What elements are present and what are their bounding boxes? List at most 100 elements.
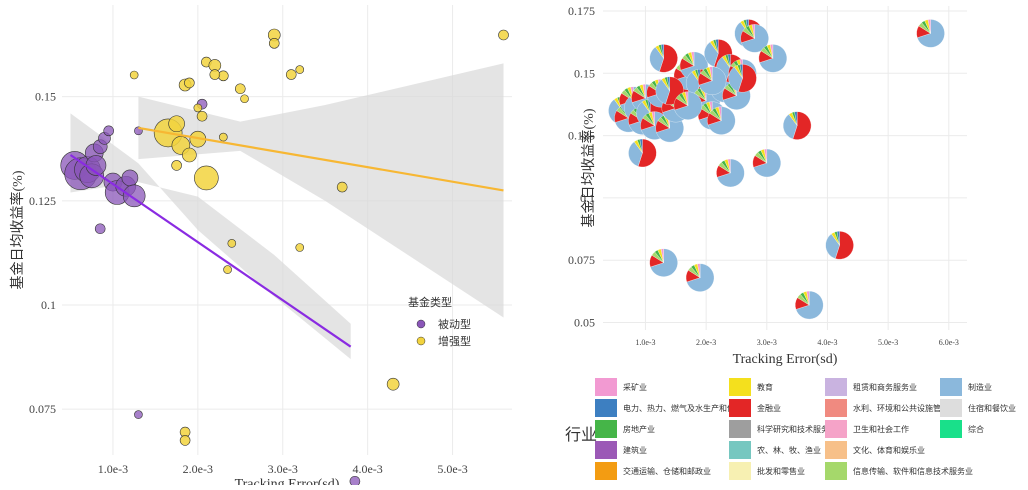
legend-label: 金融业 (757, 403, 781, 413)
legend-label: 交通运输、仓储和邮政业 (623, 466, 711, 476)
pie-slice (836, 231, 840, 246)
pie-slice (716, 158, 745, 188)
legend-key (825, 420, 847, 438)
x-tick-label: 5.0e-3 (437, 462, 467, 476)
x-tick-label: 4.0e-3 (817, 338, 837, 347)
legend-label: 批发和零售业 (757, 466, 805, 476)
pie-marker (752, 148, 781, 178)
enhanced-point (193, 103, 203, 113)
legend-key (825, 462, 847, 480)
pie-slice (753, 148, 781, 178)
x-tick-label: 2.0e-3 (183, 462, 213, 476)
y-tick-label: 0.075 (29, 402, 56, 416)
y-tick-label: 0.15 (574, 66, 595, 80)
enhanced-point (285, 69, 297, 80)
pie-slice (655, 79, 670, 105)
enhanced-point (240, 94, 249, 104)
pie-slice (691, 51, 695, 66)
pie-marker (707, 106, 736, 135)
enhanced-point (227, 239, 237, 248)
legend-label: 卫生和社会工作 (853, 424, 909, 434)
pie-marker (649, 248, 678, 277)
legend-key (416, 319, 426, 329)
pie-slice (835, 231, 854, 260)
legend-label: 增强型 (438, 334, 471, 348)
pie-slice (825, 233, 840, 259)
legend-title: 行业 (565, 426, 597, 444)
y-tick-label: 0.075 (568, 253, 595, 267)
legend-key (595, 420, 617, 438)
legend-label: 电力、热力、燃气及水生产和供应业 (623, 403, 751, 413)
pie-marker (795, 290, 824, 320)
legend-label: 农、林、牧、渔业 (757, 445, 821, 455)
left-scatter-svg: 0.075 0.1 0.125 0.15 1.0e-3 2.0e-3 3.0e-3 4.0e-… (9, 5, 512, 490)
pie-slice (718, 106, 722, 121)
enhanced-confidence-band (138, 63, 504, 318)
passive-fit-line (69, 154, 352, 348)
legend-label: 综合 (968, 424, 984, 434)
legend-key (729, 378, 751, 396)
pie-marker (628, 138, 657, 168)
pie-slice (660, 248, 664, 263)
pie-marker (698, 66, 727, 95)
y-axis-title: 基金日均收益率(%) (9, 170, 26, 289)
y-tick-label: 0.15 (35, 90, 56, 104)
pie-marker (740, 24, 769, 53)
enhanced-point (196, 110, 208, 122)
x-axis-title: Tracking Error(sd) (733, 352, 838, 367)
legend-label: 房地产业 (623, 424, 655, 434)
pie-slice (727, 158, 731, 174)
y-tick-label: 0.1 (580, 191, 595, 205)
pie-slice (666, 76, 670, 91)
pie-marker (783, 111, 812, 140)
legend-key (825, 441, 847, 459)
enhanced-point (223, 265, 232, 274)
enhanced-fit-line (138, 126, 504, 192)
pie-slice (639, 138, 643, 154)
enhanced-point (219, 132, 228, 142)
y-tick-label: 0.125 (29, 194, 56, 208)
y-tick-label: 0.175 (568, 4, 595, 18)
enhanced-point (182, 147, 197, 163)
enhanced-point (209, 69, 221, 80)
passive-point (121, 169, 139, 187)
x-tick-label: 6.0e-3 (939, 338, 959, 347)
right-pie-scatter-svg: 0.05 0.075 0.1 0.125 0.15 0.175 1.0e-3 2.0e-3 3.… (565, 4, 1016, 480)
legend-label: 建筑业 (623, 445, 647, 455)
pie-slice (738, 64, 757, 93)
legend-key (940, 378, 962, 396)
legend-key (729, 462, 751, 480)
legend-key (595, 378, 617, 396)
pie-slice (698, 66, 727, 95)
legend-key (595, 399, 617, 417)
legend-label: 教育 (757, 382, 773, 392)
legend-label: 科学研究和技术服务业 (757, 424, 837, 434)
enhanced-point (168, 115, 185, 133)
pie-slice (642, 84, 646, 99)
pie-slice (637, 138, 657, 168)
enhanced-point (498, 29, 509, 41)
pie-slice (727, 54, 731, 69)
enhanced-point (194, 165, 219, 191)
y-axis-title: 基金日均收益率(%) (580, 108, 597, 227)
pie-slice (685, 91, 689, 106)
pie-slice (651, 111, 655, 126)
legend-key (729, 441, 751, 459)
pie-slice (704, 41, 719, 67)
legend-key (940, 420, 962, 438)
pie-slice (697, 263, 701, 278)
pie-slice (927, 19, 931, 34)
legend-key (825, 378, 847, 396)
passive-point (349, 475, 361, 487)
enhanced-point (295, 65, 305, 74)
passive-point (103, 125, 114, 137)
enhanced-point (179, 435, 191, 446)
pie-slice (739, 64, 743, 79)
right-chart: 0.05 0.075 0.1 0.125 0.15 0.175 1.0e-3 2.0e-3 3.… (515, 0, 1028, 485)
enhanced-point (129, 70, 139, 80)
x-tick-label: 4.0e-3 (352, 462, 382, 476)
pie-slice (764, 148, 767, 164)
pie-marker (916, 19, 945, 48)
legend-label: 租赁和商务服务业 (853, 382, 917, 392)
